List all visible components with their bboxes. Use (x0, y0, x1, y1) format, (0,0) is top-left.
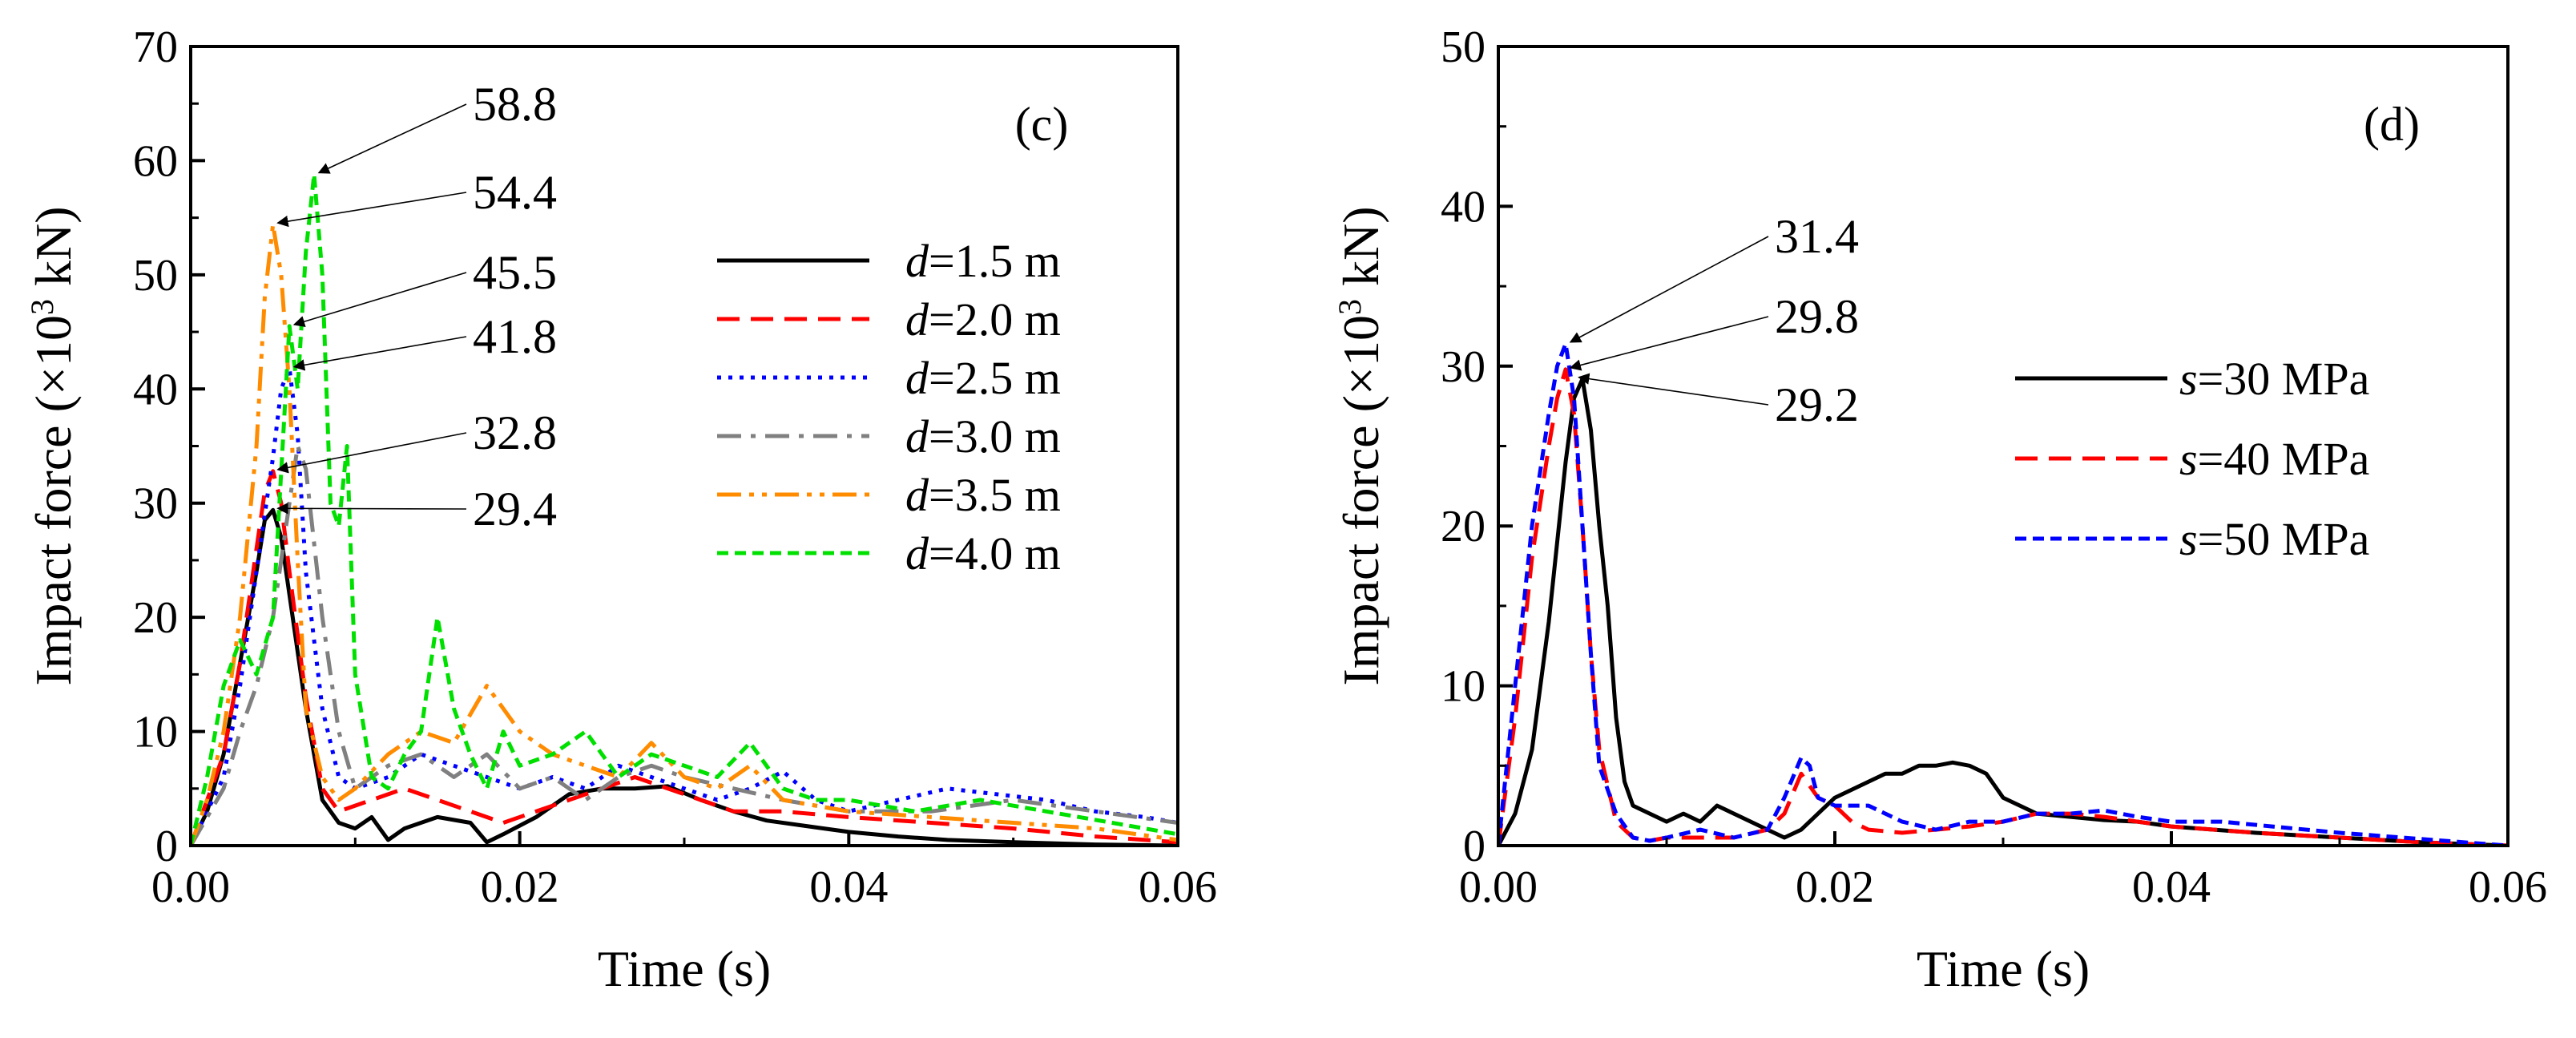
annotation-label: 45.5 (473, 246, 557, 299)
legend-entry: s=40 MPa (2179, 433, 2369, 485)
y-tick-label: 50 (1441, 22, 1486, 72)
annotation-label: 29.2 (1775, 378, 1859, 431)
y-tick-label: 50 (133, 251, 178, 301)
x-tick-label: 0.04 (2132, 862, 2211, 912)
annotation-arrow (1569, 236, 1769, 343)
annotation-arrow (276, 503, 467, 515)
annotation-arrow (276, 432, 467, 474)
x-axis-label-d: Time (s) (1917, 940, 2090, 997)
legend-entry: s=30 MPa (2179, 353, 2369, 405)
series-line-c-1 (191, 469, 1178, 846)
annotation-label: 29.4 (473, 483, 557, 535)
curves-d (1498, 341, 2508, 846)
annotation-label: 31.4 (1775, 210, 1859, 263)
x-tick-label: 0.06 (1139, 862, 1217, 912)
series-line-c-4 (191, 222, 1178, 846)
curves-c (191, 172, 1178, 846)
legend-entry: d=1.5 m (905, 235, 1061, 287)
panel-c: 58.854.445.541.832.829.4 0.00 0.02 0.04 0.0… (24, 22, 1218, 997)
annotation-arrow (1569, 316, 1769, 371)
panel-label-d: (d) (2364, 98, 2420, 151)
y-tick-label: 30 (1441, 342, 1486, 392)
annotation-arrow (292, 272, 467, 328)
x-ticks-c: 0.00 0.02 0.04 0.06 (151, 831, 1217, 912)
annotation-label: 41.8 (473, 310, 557, 363)
annotation-label: 29.8 (1775, 290, 1859, 343)
y-ticks-d: 0 10 20 30 40 50 (1441, 22, 1513, 871)
series-line-c-5 (191, 172, 1178, 846)
x-tick-label: 0.04 (809, 862, 888, 912)
annotation-arrow (276, 192, 467, 228)
legend-entry: s=50 MPa (2179, 513, 2369, 565)
annotation-label: 32.8 (473, 406, 557, 459)
legend-c: d=1.5 m d=2.0 m d=2.5 m d=3.0 m d=3.5 m d=4.0… (717, 235, 1061, 580)
y-tick-label: 10 (133, 708, 178, 757)
series-line-c-0 (191, 507, 1178, 846)
legend-d: s=30 MPa s=40 MPa s=50 MPa (2015, 353, 2369, 565)
y-tick-label: 40 (1441, 182, 1486, 232)
x-axis-label-c: Time (s) (598, 940, 771, 997)
annotation-label: 54.4 (473, 166, 557, 219)
annotation-label: 58.8 (473, 78, 557, 131)
x-tick-label: 0.02 (1796, 862, 1874, 912)
y-axis-label-d: Impact force (×103 kN) (1332, 206, 1390, 685)
y-tick-label: 0 (155, 822, 178, 871)
annotation-arrow (292, 336, 467, 371)
y-ticks-c: 0 10 20 30 40 50 60 70 (133, 22, 205, 871)
y-tick-label: 0 (1463, 822, 1486, 871)
y-axis-label-c: Impact force (×103 kN) (24, 206, 83, 685)
y-tick-label: 10 (1441, 662, 1486, 712)
panel-d: 31.4 29.8 29.2 0.00 0.02 0.04 0.06 0 10 20 30 40 5… (1332, 22, 2548, 997)
x-tick-label: 0.06 (2469, 862, 2547, 912)
legend-entry: d=4.0 m (905, 527, 1061, 580)
x-tick-label: 0.02 (481, 862, 559, 912)
annotations-d: 31.4 29.8 29.2 (1569, 210, 1859, 431)
annotation-arrow (1578, 373, 1769, 406)
panel-label-c: (c) (1015, 98, 1069, 151)
x-ticks-d: 0.00 0.02 0.04 0.06 (1459, 831, 2547, 912)
y-tick-label: 30 (133, 479, 178, 529)
y-tick-label: 20 (1441, 502, 1486, 551)
x-tick-label: 0.00 (1459, 862, 1538, 912)
legend-entry: d=2.0 m (905, 293, 1061, 345)
annotation-arrow (317, 103, 467, 174)
y-tick-label: 40 (133, 365, 178, 414)
series-line-d-0 (1498, 377, 2508, 846)
series-line-d-2 (1498, 341, 2508, 846)
y-tick-label: 70 (133, 22, 178, 72)
y-tick-label: 60 (133, 136, 178, 186)
legend-entry: d=3.5 m (905, 469, 1061, 521)
legend-entry: d=3.0 m (905, 410, 1061, 462)
legend-entry: d=2.5 m (905, 352, 1061, 404)
x-tick-label: 0.00 (151, 862, 230, 912)
y-tick-label: 20 (133, 593, 178, 643)
annotations-c: 58.8 54.4 45.5 41.8 32.8 29.4 (276, 78, 557, 535)
